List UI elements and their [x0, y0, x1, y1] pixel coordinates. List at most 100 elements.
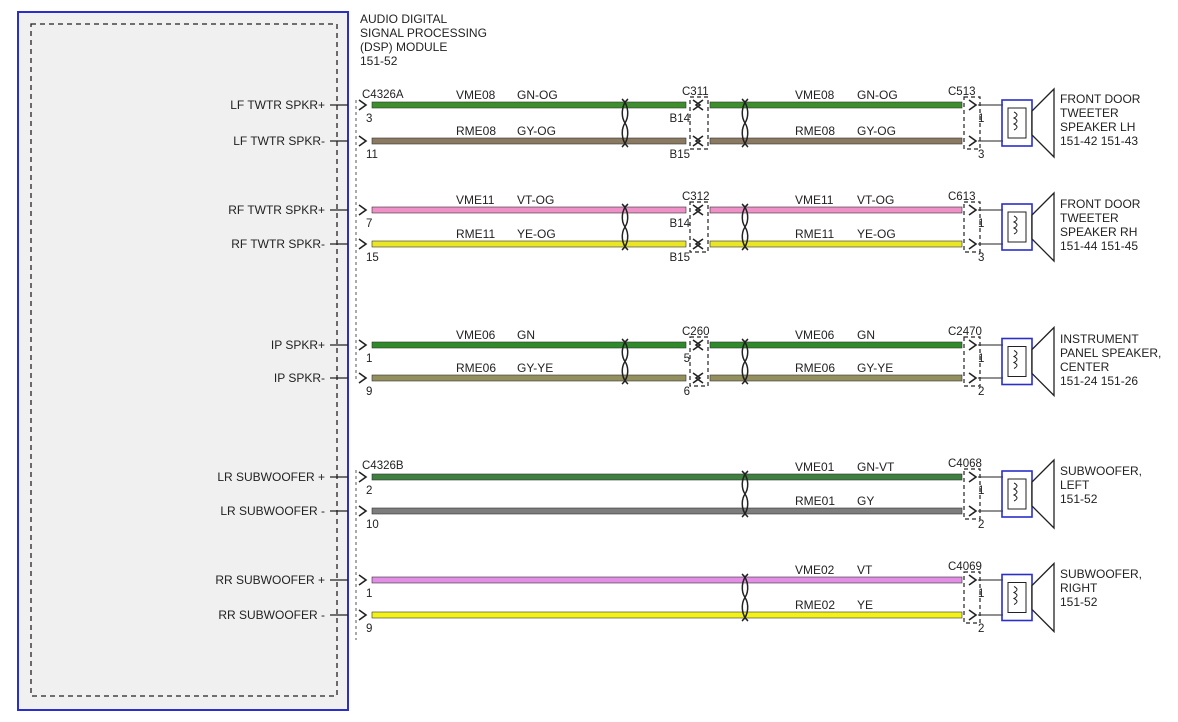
connector-c4326b-label: C4326B — [362, 460, 404, 472]
circuit-1-pin-1-module-arrow — [358, 99, 368, 111]
circuit-4-device-name-line-1: SUBWOOFER, — [1060, 464, 1142, 478]
circuit-3-pin-2-mid-pin: 6 — [684, 386, 690, 398]
circuit-3-pin-1-label: IP SPKR+ — [271, 338, 325, 352]
circuit-1-pin-1-wire-segment-2 — [709, 101, 963, 109]
circuit-2-speaker-cone-icon — [1031, 191, 1055, 263]
circuit-3-pin-1-mid-arrow-out — [694, 339, 704, 351]
circuit-1-pin-1-wire-color-2: GN-OG — [857, 88, 898, 102]
circuit-3-pin-1-end-pin: 1 — [978, 353, 984, 365]
circuit-1-pin-2-label: LF TWTR SPKR- — [233, 134, 325, 148]
circuit-1-speaker-frame — [1001, 99, 1033, 147]
circuit-4-pin-2-module-arrow — [358, 505, 368, 517]
circuit-2-device-name-line-3: SPEAKER RH — [1060, 225, 1137, 239]
circuit-4-pin-1-module-arrow — [358, 471, 368, 483]
circuit-1-pin-1-wire-segment-1 — [371, 101, 687, 109]
circuit-3-pin-1-mid-pin: 5 — [684, 353, 690, 365]
circuit-4-pin-2-end-arrow — [968, 505, 978, 517]
circuit-2-device-ref: 151-44 151-45 — [1060, 239, 1138, 253]
circuit-3-pin-2-wire-segment-2 — [709, 374, 963, 382]
circuit-4-pin-2-end-pin: 2 — [978, 519, 984, 531]
circuit-5-speaker-magnet — [1007, 582, 1027, 613]
circuit-1-pin-1-mid-pin: B14 — [670, 113, 691, 125]
circuit-2-pin-2-end-arrow — [968, 238, 978, 250]
circuit-1-pin-2-end-pin: 3 — [978, 149, 984, 161]
circuit-5-device-name-line-1: SUBWOOFER, — [1060, 567, 1142, 581]
circuit-3-twisted-pair-2-icon — [741, 338, 749, 385]
circuit-1-pin-2-end-arrow — [968, 135, 978, 147]
circuit-1-mid-connector-label: C311 — [682, 86, 709, 98]
circuit-1-pin-1-end-arrow — [968, 99, 978, 111]
circuit-2-pin-1-wire-color-2: VT-OG — [857, 193, 894, 207]
circuit-1-pin-1-mid-arrow-in — [692, 99, 702, 111]
circuit-3-end-connector-label: C2470 — [948, 326, 982, 338]
circuit-3-pin-2-end-pin: 2 — [978, 386, 984, 398]
circuit-2-pin-2-wire-segment-2 — [709, 240, 963, 248]
circuit-5-end-connector-outline — [963, 571, 981, 624]
circuit-1-pin-2-wire-segment-1 — [371, 137, 687, 145]
circuit-3-speaker-magnet — [1007, 346, 1027, 377]
circuit-2-pin-2-wire-name-2: RME11 — [795, 227, 834, 241]
circuit-1-device-name-line-2: TWEETER — [1060, 106, 1119, 120]
circuit-1-pin-2-wire-segment-2 — [709, 137, 963, 145]
circuit-3-pin-2-wire-segment-1 — [371, 374, 687, 382]
circuit-1-device-ref: 151-42 151-43 — [1060, 134, 1138, 148]
circuit-5-pin-1-label: RR SUBWOOFER + — [215, 573, 325, 587]
circuit-1-device-name-line-3: SPEAKER LH — [1060, 120, 1135, 134]
circuit-4-pin-2-wire-name-2: RME01 — [795, 494, 835, 508]
circuit-2-pin-1-end-arrow — [968, 204, 978, 216]
circuit-2-pin-1-wire-name-2: VME11 — [795, 193, 834, 207]
circuit-3-mid-connector-label: C260 — [682, 326, 710, 338]
circuit-4-pin-1-label: LR SUBWOOFER + — [217, 470, 325, 484]
circuit-3-pin-2-mid-arrow-in — [692, 372, 702, 384]
circuit-1-pin-2-mid-pin: B15 — [670, 149, 690, 161]
circuit-3-pin-2-wire-name-2: RME06 — [795, 361, 835, 375]
dsp-module-inner-outline — [30, 23, 338, 697]
circuit-2-mid-connector-outline — [689, 201, 709, 253]
circuit-2-pin-2-label: RF TWTR SPKR- — [231, 237, 325, 251]
circuit-3-pin-1-wire-name-1: VME06 — [456, 328, 496, 342]
circuit-2-pin-1-end-pin: 1 — [978, 218, 984, 230]
circuit-1-speaker-cone-icon — [1031, 87, 1055, 159]
circuit-3-pin-2-wire-color-1: GY-YE — [517, 361, 553, 375]
circuit-3-speaker-cone-icon — [1031, 325, 1055, 398]
circuit-1-pin-2-wire-color-2: GY-OG — [857, 124, 896, 138]
circuit-2-pin-1-wire-segment-1 — [371, 206, 687, 214]
circuit-3-pin-1-module-pin: 1 — [366, 353, 372, 365]
circuit-4-pin-1-wire-segment-1 — [371, 473, 963, 481]
circuit-1-pin-1-wire-name-1: VME08 — [456, 88, 496, 102]
circuit-5-end-connector-label: C4069 — [948, 561, 982, 573]
circuit-4-twisted-pair-1-icon — [741, 470, 749, 518]
circuit-5-pin-1-wire-segment-1 — [371, 576, 963, 584]
circuit-2-pin-2-wire-name-1: RME11 — [456, 227, 495, 241]
circuit-3-end-connector-outline — [963, 336, 981, 387]
circuit-2-twisted-pair-1-icon — [621, 203, 629, 251]
circuit-3-speaker-coil-icon — [1012, 350, 1018, 369]
circuit-5-device-name-line-2: RIGHT — [1060, 581, 1098, 595]
dsp-module-box — [17, 11, 349, 711]
circuit-2-pin-1-module-pin: 7 — [366, 218, 372, 230]
circuit-1-end-connector-label: C513 — [948, 86, 976, 98]
circuit-5-pin-1-wire-color-2: VT — [857, 563, 873, 577]
circuit-1-pin-1-mid-arrow-out — [694, 99, 704, 111]
circuit-1-end-connector-outline — [963, 96, 981, 150]
module-title-line-3: (DSP) MODULE — [360, 40, 447, 54]
circuit-1-mid-connector-outline — [689, 96, 709, 150]
circuit-5-pin-1-wire-name-2: VME02 — [795, 563, 835, 577]
circuit-5-pin-1-end-arrow — [968, 574, 978, 586]
circuit-1-pin-1-label: LF TWTR SPKR+ — [230, 98, 325, 112]
circuit-4-pin-1-module-pin: 2 — [366, 485, 372, 497]
circuit-4-speaker-cone-icon — [1031, 458, 1055, 530]
circuit-4-device-name-line-2: LEFT — [1060, 478, 1090, 492]
circuit-3-mid-connector-outline — [689, 336, 709, 387]
circuit-4-speaker-coil-icon — [1012, 482, 1018, 502]
circuit-1-speaker-magnet — [1007, 107, 1027, 139]
circuit-2-pin-2-module-pin: 15 — [366, 252, 379, 264]
circuit-1-pin-2-wire-color-1: GY-OG — [517, 124, 556, 138]
circuit-3-device-ref: 151-24 151-26 — [1060, 374, 1138, 388]
module-title-line-2: SIGNAL PROCESSING — [360, 26, 487, 40]
circuit-3-pin-1-end-arrow — [968, 339, 978, 351]
circuit-5-device-ref: 151-52 — [1060, 595, 1098, 609]
circuit-1-device-name-line-1: FRONT DOOR — [1060, 92, 1141, 106]
circuit-1-pin-2-mid-arrow-out — [694, 135, 704, 147]
circuit-3-device-name-line-2: PANEL SPEAKER, — [1060, 346, 1161, 360]
